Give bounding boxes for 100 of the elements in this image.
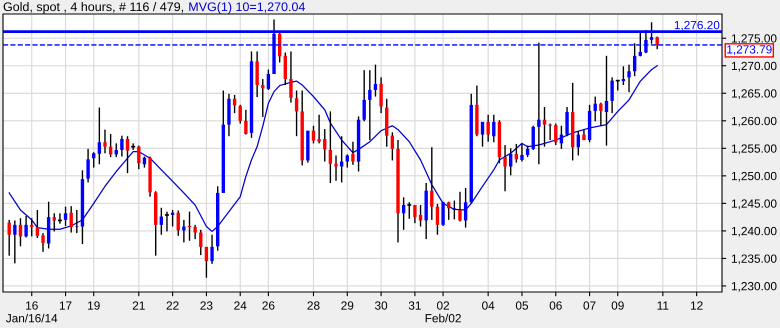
x-tick-label: 23 — [200, 301, 212, 310]
candlestick — [244, 109, 248, 136]
x-tick-label: 06 — [550, 301, 562, 310]
y-tick-label: 1,245.00 — [732, 199, 777, 210]
x-tick-label: 31 — [408, 301, 421, 310]
candlestick — [114, 142, 118, 158]
candlestick — [204, 246, 208, 278]
candlestick — [8, 219, 11, 256]
x-tick-label: 12 — [690, 301, 703, 310]
candlestick — [594, 96, 597, 122]
x-tick-label: 04 — [482, 301, 494, 310]
chart-title: Gold, spot , 4 hours, # 116 / 479, — [4, 2, 184, 14]
candlestick — [656, 36, 659, 50]
candlestick — [576, 130, 580, 156]
candlestick — [232, 94, 236, 114]
candlestick — [289, 50, 293, 104]
y-tick-label: 1,235.00 — [732, 254, 777, 264]
candlestick — [402, 196, 406, 230]
candlestick — [430, 146, 434, 221]
candlestick — [368, 69, 372, 141]
candlestick — [317, 114, 321, 144]
candlestick — [548, 122, 552, 141]
candlestick — [520, 142, 524, 162]
x-tick-label: 02 Feb/02 — [426, 301, 461, 322]
candlestick — [328, 110, 332, 184]
x-tick-label: 30 — [374, 301, 388, 310]
text: MVG(1) 10=1,270.04 — [189, 2, 306, 14]
candlestick — [142, 156, 146, 168]
candlestick — [199, 229, 202, 256]
candlestick — [108, 133, 112, 158]
x-tick-label: 17 — [60, 301, 72, 310]
candlestick — [492, 114, 496, 143]
y-tick-label: 1,260.00 — [732, 116, 777, 127]
x-tick-label: 07 — [583, 301, 596, 310]
candlestick — [323, 128, 326, 162]
candlestick — [351, 141, 355, 166]
candlestick — [170, 209, 174, 228]
candlestick — [36, 209, 40, 239]
candlestick — [509, 148, 512, 176]
candlestick — [176, 210, 180, 237]
candlestick — [452, 200, 456, 220]
candlestick — [542, 106, 546, 148]
candlestick — [261, 78, 264, 118]
candlestick — [379, 76, 383, 114]
y-tick-label: 1,265.00 — [732, 89, 777, 100]
candlestick — [413, 204, 417, 224]
candlestick — [340, 136, 344, 184]
candlestick — [266, 68, 270, 91]
candlestick — [120, 134, 124, 158]
candlestick — [334, 154, 338, 182]
candlestick — [30, 218, 34, 238]
candlestick — [238, 104, 242, 124]
candlestick — [312, 125, 316, 144]
candlestick — [182, 219, 186, 244]
candlestick — [503, 144, 507, 192]
y-tick-label: 1,270.00 — [732, 62, 777, 72]
x-tick-label: 21 — [132, 301, 145, 310]
ref-line-label: 1,276.20 — [674, 20, 720, 31]
candlestick — [346, 154, 349, 168]
candlestick — [599, 102, 603, 126]
candlestick — [98, 106, 102, 165]
x-tick-label: 16 Jan/16/14 — [6, 301, 58, 322]
candlestick — [294, 90, 298, 137]
candlestick — [560, 125, 564, 150]
x-tick-label: 24 — [234, 301, 246, 310]
candlestick — [610, 76, 614, 114]
x-tick-label: 28 — [308, 301, 320, 310]
candlestick — [24, 215, 28, 238]
candlestick — [362, 69, 366, 122]
candlestick — [160, 207, 164, 236]
x-tick-label: 09 — [612, 301, 624, 310]
y-tick-label: 1,230.00 — [732, 282, 777, 292]
candlestick — [526, 144, 530, 158]
candlestick — [255, 50, 259, 98]
candlestick — [447, 201, 450, 221]
x-tick-label: 05 — [516, 301, 528, 310]
candlestick — [436, 203, 440, 236]
y-tick-label: 1,240.00 — [732, 226, 777, 237]
candlestick — [486, 114, 490, 142]
x-tick-label: 22 — [166, 301, 179, 310]
candlestick — [622, 66, 626, 86]
candlestick — [75, 209, 79, 234]
candlestick — [554, 122, 558, 146]
candlestick — [441, 201, 445, 227]
y-tick-label: 1,275.00 — [732, 34, 777, 44]
x-tick-label: 26 — [262, 301, 274, 310]
candlestick — [390, 132, 394, 162]
candlestick — [92, 151, 96, 168]
candlestick — [52, 212, 56, 232]
ref-line-label: 1,273.79 — [727, 45, 772, 55]
candlestick — [193, 224, 197, 240]
candlestick — [464, 187, 468, 228]
y-tick-label: 1,255.00 — [732, 144, 777, 154]
candlestick — [532, 125, 535, 151]
candlestick — [284, 52, 287, 86]
y-tick-label: 1,250.00 — [732, 172, 777, 182]
x-tick-label: 29 — [341, 301, 354, 310]
candlestick — [69, 205, 73, 234]
x-tick-label: 11 — [658, 301, 668, 310]
candlestick — [514, 143, 518, 164]
